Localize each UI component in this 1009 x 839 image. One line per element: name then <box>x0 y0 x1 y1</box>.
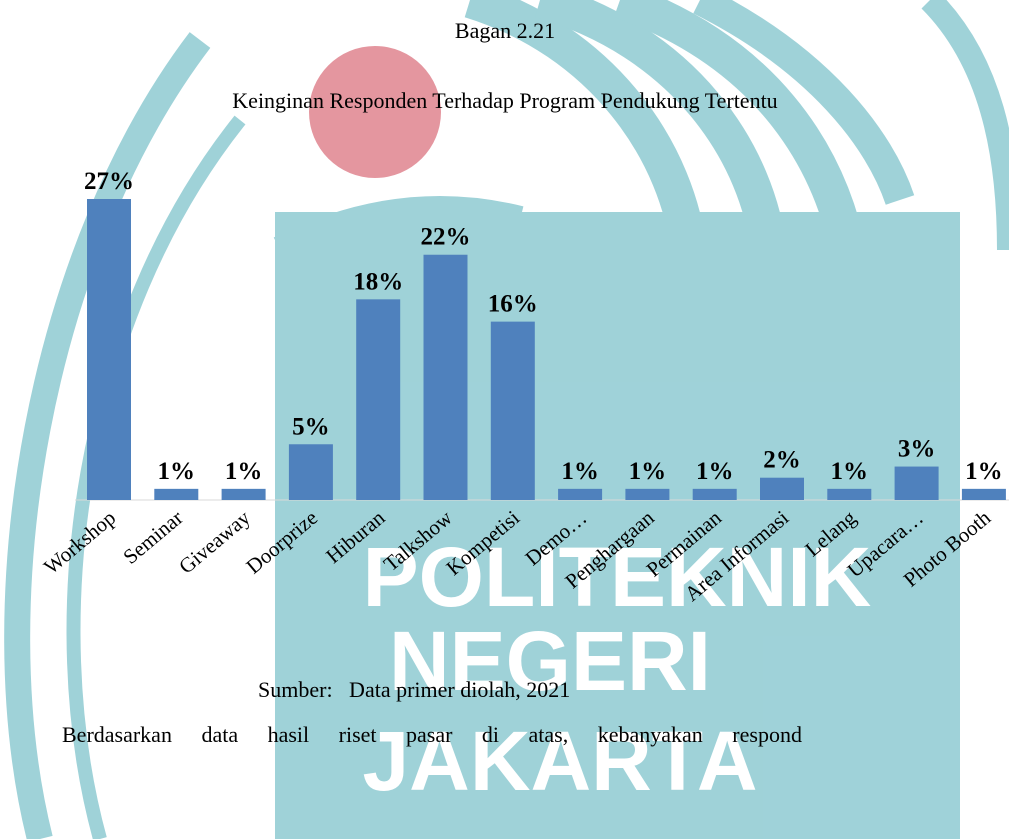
value-label: 16% <box>488 291 538 318</box>
bar <box>895 467 939 500</box>
caption-number: Bagan 2.21 <box>455 18 555 43</box>
bar <box>827 489 871 500</box>
value-label: 27% <box>84 168 134 195</box>
paragraph: Berdasarkan data hasil riset pasar di at… <box>62 722 802 747</box>
bar <box>491 322 535 500</box>
value-label: 1% <box>696 458 734 485</box>
source: Sumber: Data primer diolah, 2021 <box>258 677 570 702</box>
x-tick-label: Giveaway <box>174 505 255 578</box>
bar <box>154 489 198 500</box>
value-label: 1% <box>965 458 1003 485</box>
bar <box>962 489 1006 500</box>
bar <box>356 299 400 500</box>
value-label: 1% <box>831 458 869 485</box>
value-label: 1% <box>629 458 667 485</box>
bar <box>424 255 468 500</box>
value-label: 1% <box>225 458 263 485</box>
bar <box>760 478 804 500</box>
bar <box>558 489 602 500</box>
value-label: 1% <box>561 458 599 485</box>
bar <box>289 444 333 500</box>
value-label: 3% <box>898 436 936 463</box>
page: {"caption_number": "Bagan 2.21", "chart_… <box>0 0 1009 839</box>
bar <box>87 199 131 500</box>
bar <box>693 489 737 500</box>
bar <box>222 489 266 500</box>
chart-title: Keinginan Responden Terhadap Program Pen… <box>232 88 777 113</box>
value-label: 22% <box>421 224 471 251</box>
bar <box>625 489 669 500</box>
value-label: 2% <box>763 447 801 474</box>
document: POLITEKNIK NEGERI JAKARTA Bagan 2.21 Kei… <box>0 0 1009 839</box>
value-label: 1% <box>158 458 196 485</box>
value-label: 18% <box>353 268 403 295</box>
value-label: 5% <box>292 413 330 440</box>
